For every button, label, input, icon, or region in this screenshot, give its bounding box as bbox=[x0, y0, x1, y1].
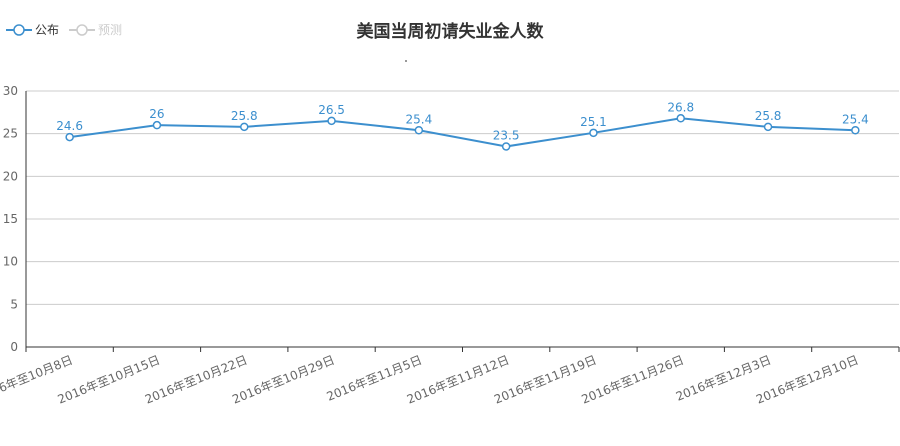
data-point bbox=[327, 116, 336, 126]
data-point bbox=[414, 126, 424, 135]
data-label: 25.4 bbox=[842, 112, 869, 126]
data-label: 26.5 bbox=[318, 103, 345, 117]
data-point bbox=[240, 122, 249, 132]
subtitle-marker bbox=[405, 60, 407, 62]
y-tick-label: 5 bbox=[10, 297, 18, 311]
y-tick-label: 20 bbox=[3, 169, 18, 183]
data-label: 26 bbox=[149, 107, 164, 121]
data-label: 24.6 bbox=[56, 119, 83, 133]
y-tick-label: 0 bbox=[10, 340, 18, 354]
legend-label-forecast: 预测 bbox=[98, 23, 123, 37]
data-point bbox=[152, 120, 162, 130]
y-tick-label: 30 bbox=[3, 84, 18, 98]
data-point bbox=[501, 142, 511, 151]
data-label: 25.8 bbox=[755, 109, 782, 123]
y-tick-label: 10 bbox=[3, 255, 18, 269]
legend: 公布 预测 bbox=[6, 20, 132, 40]
legend-item-published[interactable]: 公布 bbox=[6, 20, 59, 40]
legend-item-forecast[interactable]: 预测 bbox=[69, 20, 122, 40]
data-point bbox=[676, 114, 685, 123]
data-label: 25.4 bbox=[405, 112, 432, 126]
data-label: 23.5 bbox=[493, 128, 520, 142]
data-point bbox=[589, 128, 598, 138]
data-point bbox=[851, 126, 860, 135]
legend-published-icon bbox=[6, 24, 32, 36]
series-line bbox=[69, 117, 856, 148]
chart-title: 美国当周初请失业金人数 bbox=[356, 22, 544, 42]
legend-forecast-icon bbox=[69, 24, 96, 36]
y-tick-label: 25 bbox=[3, 127, 18, 141]
data-label: 26.8 bbox=[667, 100, 694, 114]
data-label: 25.8 bbox=[231, 109, 258, 123]
data-point bbox=[763, 122, 773, 132]
legend-label-published: 公布 bbox=[35, 23, 60, 37]
y-tick-label: 15 bbox=[3, 212, 18, 226]
data-label: 25.1 bbox=[580, 115, 607, 129]
data-point bbox=[65, 132, 74, 142]
